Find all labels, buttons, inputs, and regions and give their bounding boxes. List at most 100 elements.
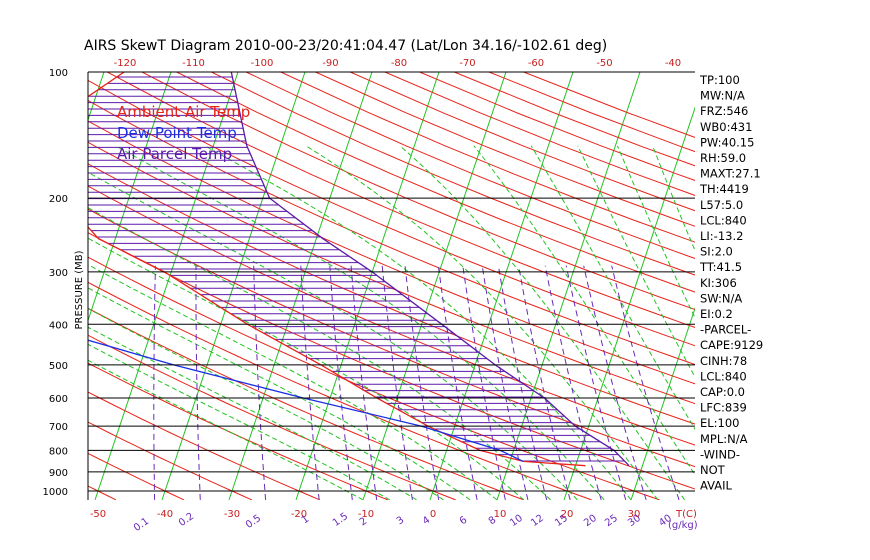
stat-entry: MAXT:27.1 xyxy=(700,167,761,181)
isotherm-line xyxy=(832,72,870,500)
dry-adiabat-line xyxy=(88,163,695,425)
stat-entry: -PARCEL- xyxy=(700,323,751,337)
mixing-ratio-tick-label: 0.2 xyxy=(177,511,196,529)
isobars xyxy=(88,197,695,492)
pressure-tick-label: 200 xyxy=(49,194,68,205)
dry-adiabat-line xyxy=(88,79,695,347)
stat-entry: SW:N/A xyxy=(700,291,742,305)
top-temp-tick-label: -70 xyxy=(459,58,475,69)
mixing-ratio-line xyxy=(518,265,571,500)
top-temp-tick-label: -90 xyxy=(322,58,338,69)
dry-adiabat-line xyxy=(88,485,117,500)
dry-adiabat-line xyxy=(88,307,524,500)
mixing-ratio-line xyxy=(583,265,647,500)
mixing-ratio-line xyxy=(329,265,353,500)
stat-entry: TT:41.5 xyxy=(699,260,742,274)
mixing-ratio-tick-label: 20 xyxy=(582,513,599,529)
stat-entry: LCL:840 xyxy=(700,369,747,383)
pressure-tick-label: 600 xyxy=(49,394,68,405)
plot-frame xyxy=(87,71,695,500)
dry-adiabat-line xyxy=(88,452,185,500)
temp-tick-label: 0 xyxy=(430,509,436,520)
mixing-ratio-line xyxy=(350,265,378,500)
mixing-ratio-line xyxy=(544,265,602,500)
legend: Ambient Air Temp Dew Point Temp Air Parcel… xyxy=(117,103,250,163)
dry-adiabat-line xyxy=(107,72,695,328)
mixing-ratio-line xyxy=(195,265,201,500)
mixing-ratio-line xyxy=(300,265,320,500)
isotherm-line xyxy=(94,72,239,500)
top-temp-tick-label: -110 xyxy=(182,58,205,69)
mixing-ratio-line xyxy=(565,265,627,500)
stat-entry: CINH:78 xyxy=(700,354,747,368)
stat-entry: WB0:431 xyxy=(700,120,752,134)
stat-entry: AVAIL xyxy=(700,479,733,493)
mixing-ratio-tick-label: 6 xyxy=(458,515,470,528)
temp-tick-label: -40 xyxy=(157,509,173,520)
stat-entry: NOT xyxy=(700,463,726,477)
pressure-tick-label: 800 xyxy=(49,446,68,457)
stat-entry: MW:N/A xyxy=(700,89,745,103)
temp-tick-label: 20 xyxy=(561,509,574,520)
stat-entry: L57:5.0 xyxy=(700,198,743,212)
isotherm-line xyxy=(630,306,695,500)
stat-entry: TP:100 xyxy=(699,73,740,87)
pressure-tick-label: 700 xyxy=(49,422,68,433)
stat-entry: SI:2.0 xyxy=(700,245,733,259)
mixing-ratio-line xyxy=(153,265,156,500)
top-temp-tick-label: -60 xyxy=(528,58,544,69)
mixing-ratio-tick-label: 12 xyxy=(529,513,546,529)
mixing-ratio-tick-label: 10 xyxy=(508,513,525,529)
stat-entry: TH:4419 xyxy=(699,182,749,196)
top-temp-tick-label: -50 xyxy=(596,58,612,69)
dry-adiabat-line xyxy=(141,72,695,311)
mixing-ratio-line xyxy=(611,265,680,500)
y-axis-title: PRESSURE (MB) xyxy=(74,250,85,329)
legend-entry: Dew Point Temp xyxy=(117,124,237,142)
dry-adiabat-line xyxy=(211,72,695,276)
isotherm-line xyxy=(228,72,373,500)
dry-adiabat-line xyxy=(88,281,592,500)
mixing-ratio-line xyxy=(404,265,440,500)
mixing-ratio-line xyxy=(462,265,506,500)
moist-adiabat-line xyxy=(399,145,686,500)
stat-entry: -WIND- xyxy=(700,447,740,461)
temp-tick-label: -10 xyxy=(358,509,374,520)
moist-adiabat-line xyxy=(473,145,695,476)
isotherm-line xyxy=(765,72,870,500)
temp-tick-label: -20 xyxy=(291,509,307,520)
dry-adiabat-line xyxy=(88,99,695,366)
pressure-tick-label: 1000 xyxy=(43,487,68,498)
pressure-tick-label: 300 xyxy=(49,268,68,279)
stat-entry: CAPE:9129 xyxy=(700,338,763,352)
top-temp-tick-label: -120 xyxy=(114,58,137,69)
mixing-ratio-tick-label: 0.1 xyxy=(132,516,151,534)
mixing-ratio-line xyxy=(253,265,267,500)
dry-adiabat-line xyxy=(88,141,695,405)
temp-tick-label: -30 xyxy=(224,509,240,520)
pressure-tick-label: 400 xyxy=(49,320,68,331)
isotherm-line xyxy=(88,72,172,322)
dry-adiabat-line xyxy=(88,421,253,500)
temp-tick-label: 10 xyxy=(494,509,507,520)
stat-entry: KI:306 xyxy=(700,276,737,290)
mixing-ratio-tick-label: 1.5 xyxy=(331,511,350,529)
ambient-temp-line xyxy=(88,72,586,467)
mixing-ratio-line xyxy=(381,265,413,500)
chart-title: AIRS SkewT Diagram 2010-00-23/20:41:04.4… xyxy=(84,38,607,54)
mixing-ratio-unit: (g/kg) xyxy=(668,520,698,531)
temp-tick-label: 30 xyxy=(628,509,641,520)
stat-entry: PW:40.15 xyxy=(700,135,754,149)
pressure-tick-label: 900 xyxy=(49,468,68,479)
stat-entry: RH:59.0 xyxy=(700,151,746,165)
stat-entry: LFC:839 xyxy=(700,401,747,415)
dry-adiabat-line xyxy=(88,120,695,385)
mixing-ratio-tick-label: 0.5 xyxy=(244,513,263,531)
dry-adiabat-line xyxy=(176,72,695,293)
mixing-ratio-tick-label: 25 xyxy=(603,513,620,529)
top-temp-tick-label: -100 xyxy=(251,58,274,69)
legend-entry: Air Parcel Temp xyxy=(117,145,232,163)
isotherm-line xyxy=(295,72,440,500)
moist-adiabat-line xyxy=(305,145,659,500)
